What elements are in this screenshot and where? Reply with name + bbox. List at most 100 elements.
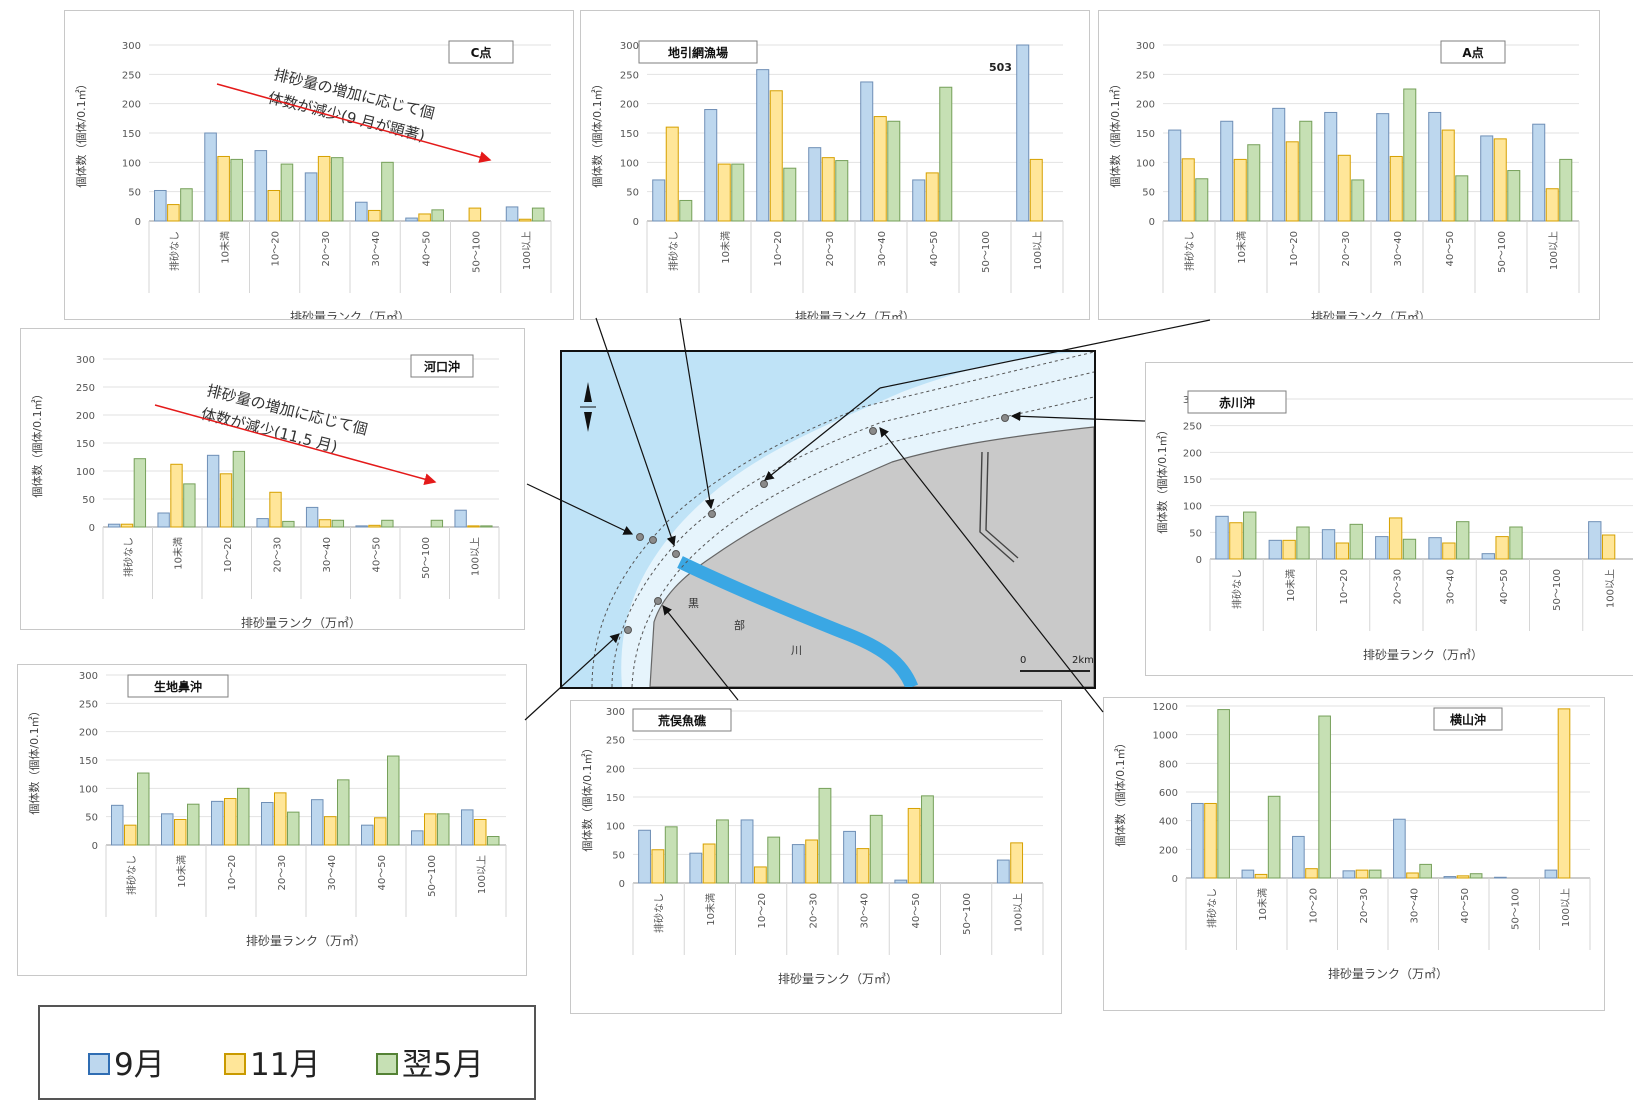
x-tick-label: 100以上 [1012, 893, 1024, 932]
y-axis-label: 個体数（個体/0.1㎡） [590, 78, 604, 187]
y-tick-label: 0 [89, 523, 95, 534]
bar-jibiki-s1-c1 [717, 163, 731, 222]
bar-aramata-s0-c7 [996, 859, 1010, 884]
x-tick-label: 40～50 [929, 231, 940, 266]
bar-ikuji-s2-c2 [237, 787, 250, 846]
chart-title-box [1187, 390, 1287, 414]
bar-jibiki-s2-c5 [939, 86, 953, 222]
bar-c-point-s0-c7 [505, 206, 519, 222]
bar-ikuji-s2-c0 [137, 772, 150, 846]
bar-a-point-s2-c1 [1247, 144, 1261, 222]
y-tick-label: 150 [79, 756, 98, 767]
chart-svg-akagawa: 050100150200250300排砂なし10未満10～2020～3030～4… [1155, 390, 1633, 662]
y-axis-label: 個体数（個体/0.1㎡） [1113, 737, 1127, 846]
bar-kakou-s2-c3 [282, 520, 295, 528]
legend-label-sep: 9月 [114, 1047, 165, 1083]
x-tick-label: 30～40 [1446, 569, 1457, 604]
chart-c-point: 0 50 100 150 200 250 300 排砂なし 10未満 10～20 20～30 30～4… [64, 10, 574, 320]
bar-c-point-s1-c1 [217, 155, 230, 222]
map-svg: 黒 部 川 0 2km [562, 352, 1094, 687]
station-akagawa [1001, 414, 1009, 422]
bar-ikuji-s0-c1 [161, 813, 174, 846]
bar-ikuji-s2-c7 [487, 836, 500, 846]
bar-yokoyama-s0-c5 [1443, 876, 1457, 879]
chart-title: C点 [471, 45, 492, 60]
x-tick-label: 10～20 [1339, 569, 1350, 604]
y-tick-label: 100 [1183, 502, 1202, 513]
x-tick-label: 50～100 [981, 231, 992, 273]
y-tick-label: 50 [626, 188, 639, 199]
bar-aramata-s2-c1 [716, 819, 729, 884]
bar-ikuji-s0-c2 [211, 800, 224, 846]
chart-svg-a-point: 0 50 100 150 200 250 300 排砂なし 10未満 10～20 20～30 30～4… [1108, 40, 1580, 319]
bar-c-point-s0-c5 [405, 217, 418, 222]
bar-yokoyama-s2-c3 [1368, 869, 1382, 879]
map-label-kuro: 黒 [688, 597, 699, 610]
bar-ikuji-s2-c3 [287, 811, 300, 846]
bar-aramata-s1-c1 [702, 843, 716, 884]
y-tick-label: 300 [620, 41, 639, 52]
chart-title: 横山沖 [1450, 712, 1486, 727]
x-tick-label: 10未満 [1285, 569, 1297, 602]
x-axis-label: 排砂量ランク（万㎥） [290, 310, 410, 319]
bar-a-point-s2-c3 [1351, 179, 1365, 222]
bar-c-point-s1-c5 [418, 213, 431, 222]
bar-akagawa-s1-c0 [1229, 522, 1243, 560]
chart-kakou: 0 50 100 150 200 250 300 排砂なし 10未満 10～20 20～30 30～4… [20, 328, 525, 630]
bar-a-point-s0-c7 [1532, 123, 1546, 222]
bar-a-point-s2-c2 [1299, 120, 1313, 222]
bar-aramata-s0-c0 [638, 829, 651, 884]
bar-aramata-s2-c3 [818, 787, 832, 884]
bar-akagawa-s1-c4 [1442, 542, 1456, 560]
scale-zero: 0 [1020, 655, 1026, 666]
bar-aramata-s1-c4 [856, 848, 870, 884]
chart-title: 生地鼻沖 [154, 679, 202, 694]
x-tick-label: 10～20 [773, 231, 784, 266]
chart-title: A点 [1462, 45, 1483, 60]
x-tick-label: 排砂なし [1231, 569, 1244, 609]
legend: 9月 11月 翌5月 [38, 1005, 536, 1100]
x-tick-label: 50～100 [1497, 231, 1508, 273]
bar-kakou-s1-c3 [269, 491, 282, 528]
chart-svg-yokoyama: 0 200 400 600 800 1000 1200 排砂なし 10未満 10～20 20～30 3… [1113, 702, 1591, 981]
bar-aramata-s1-c2 [753, 866, 767, 884]
bar-jibiki-s0-c4 [860, 81, 874, 222]
chart-yokoyama: 0 200 400 600 800 1000 1200 排砂なし 10未満 10～20 20～30 3… [1103, 697, 1605, 1011]
bar-ikuji-s0-c4 [311, 799, 324, 846]
y-tick-label: 0 [1172, 874, 1178, 885]
bar-ikuji-s0-c6 [411, 830, 424, 846]
bar-aramata-s0-c3 [791, 844, 805, 884]
station-kakou-2 [672, 550, 680, 558]
bar-akagawa-s0-c3 [1375, 536, 1389, 560]
bar-c-point-s1-c2 [267, 189, 281, 222]
x-tick-label: 40～50 [421, 231, 432, 266]
y-tick-label: 0 [92, 841, 98, 852]
y-tick-label: 200 [79, 728, 98, 739]
x-tick-label: 10～20 [1308, 888, 1319, 923]
x-tick-label: 10未満 [1236, 231, 1248, 264]
bar-ikuji-s2-c5 [387, 755, 400, 846]
chart-ikuji: 0 50 100 150 200 250 300 排砂なし 10未満 10～20 20～30 30～4… [17, 664, 527, 976]
bar-c-point-s2-c3 [330, 157, 344, 222]
y-tick-label: 150 [122, 129, 141, 140]
bar-jibiki-s1-c3 [821, 157, 835, 222]
chart-svg-jibiki: 0 50 100 150 200 250 300 排砂なし 10未満 10～20 20～30 30～4… [590, 40, 1064, 319]
station-kakou [636, 533, 644, 541]
chart-akagawa: 050100150200250300排砂なし10未満10～2020～3030～4… [1145, 362, 1633, 676]
bar-c-point-s2-c5 [431, 209, 444, 222]
bar-yokoyama-s1-c5 [1456, 875, 1470, 879]
y-tick-label: 0 [1196, 555, 1202, 566]
bar-yokoyama-s2-c0 [1217, 709, 1230, 879]
bar-c-point-s1-c6 [468, 207, 482, 222]
bar-akagawa-s0-c0 [1215, 515, 1229, 560]
bar-a-point-s1-c1 [1233, 158, 1247, 222]
y-axis-label: 個体数（個体/0.1㎡） [1108, 78, 1122, 187]
y-tick-label: 250 [606, 736, 625, 747]
bar-akagawa-s0-c1 [1268, 539, 1282, 560]
map-label-be: 部 [734, 618, 745, 632]
bar-yokoyama-s1-c1 [1254, 873, 1268, 879]
x-tick-label: 50～100 [962, 893, 973, 935]
x-tick-label: 40～50 [371, 537, 382, 572]
bar-c-point-s1-c3 [317, 155, 331, 222]
